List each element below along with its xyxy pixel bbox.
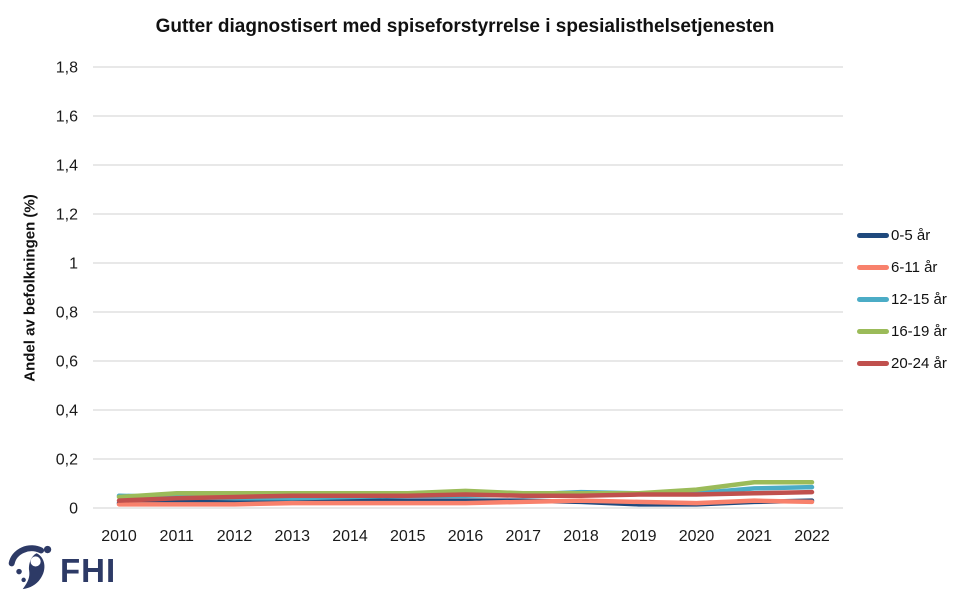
legend-swatch-icon bbox=[857, 296, 889, 302]
legend-swatch-icon bbox=[857, 328, 889, 334]
svg-text:0,2: 0,2 bbox=[56, 452, 78, 469]
fhi-logo: FHI bbox=[8, 543, 116, 591]
svg-text:0,4: 0,4 bbox=[56, 403, 78, 420]
legend-item-0-5: 0-5 år bbox=[857, 225, 947, 245]
legend-swatch-icon bbox=[857, 360, 889, 366]
svg-text:1,2: 1,2 bbox=[56, 207, 78, 224]
legend-label: 20-24 år bbox=[891, 354, 947, 372]
svg-text:2016: 2016 bbox=[448, 528, 484, 545]
legend-item-6-11: 6-11 år bbox=[857, 257, 947, 277]
legend-swatch-icon bbox=[857, 232, 889, 238]
svg-text:0,8: 0,8 bbox=[56, 305, 78, 322]
legend-label: 0-5 år bbox=[891, 226, 931, 244]
fhi-logo-icon bbox=[8, 545, 52, 590]
fhi-logo-text: FHI bbox=[60, 552, 117, 589]
legend: 0-5 år 6-11 år 12-15 år 16-19 år 20-24 å… bbox=[857, 225, 947, 373]
legend-label: 16-19 år bbox=[891, 322, 947, 340]
svg-text:2019: 2019 bbox=[621, 528, 657, 545]
legend-label: 12-15 år bbox=[891, 290, 947, 308]
svg-text:2012: 2012 bbox=[217, 528, 253, 545]
svg-text:2015: 2015 bbox=[390, 528, 426, 545]
svg-text:2011: 2011 bbox=[160, 528, 195, 545]
svg-text:1,4: 1,4 bbox=[56, 158, 78, 175]
svg-text:1,8: 1,8 bbox=[56, 60, 78, 77]
chart-title: Gutter diagnostisert med spiseforstyrrel… bbox=[155, 16, 775, 37]
svg-text:0: 0 bbox=[69, 501, 78, 518]
svg-text:2017: 2017 bbox=[505, 528, 541, 545]
svg-text:2021: 2021 bbox=[736, 528, 772, 545]
legend-item-12-15: 12-15 år bbox=[857, 289, 947, 309]
legend-item-16-19: 16-19 år bbox=[857, 321, 947, 341]
svg-text:2018: 2018 bbox=[563, 528, 599, 545]
svg-text:1,6: 1,6 bbox=[56, 109, 78, 126]
svg-text:2014: 2014 bbox=[332, 528, 368, 545]
legend-item-20-24: 20-24 år bbox=[857, 353, 947, 373]
svg-text:2013: 2013 bbox=[274, 528, 310, 545]
svg-text:2020: 2020 bbox=[679, 528, 715, 545]
svg-text:2022: 2022 bbox=[794, 528, 830, 545]
legend-swatch-icon bbox=[857, 264, 889, 270]
svg-text:0,6: 0,6 bbox=[56, 354, 78, 371]
legend-label: 6-11 år bbox=[891, 258, 938, 276]
svg-text:1: 1 bbox=[69, 256, 78, 273]
svg-text:2010: 2010 bbox=[101, 528, 137, 545]
